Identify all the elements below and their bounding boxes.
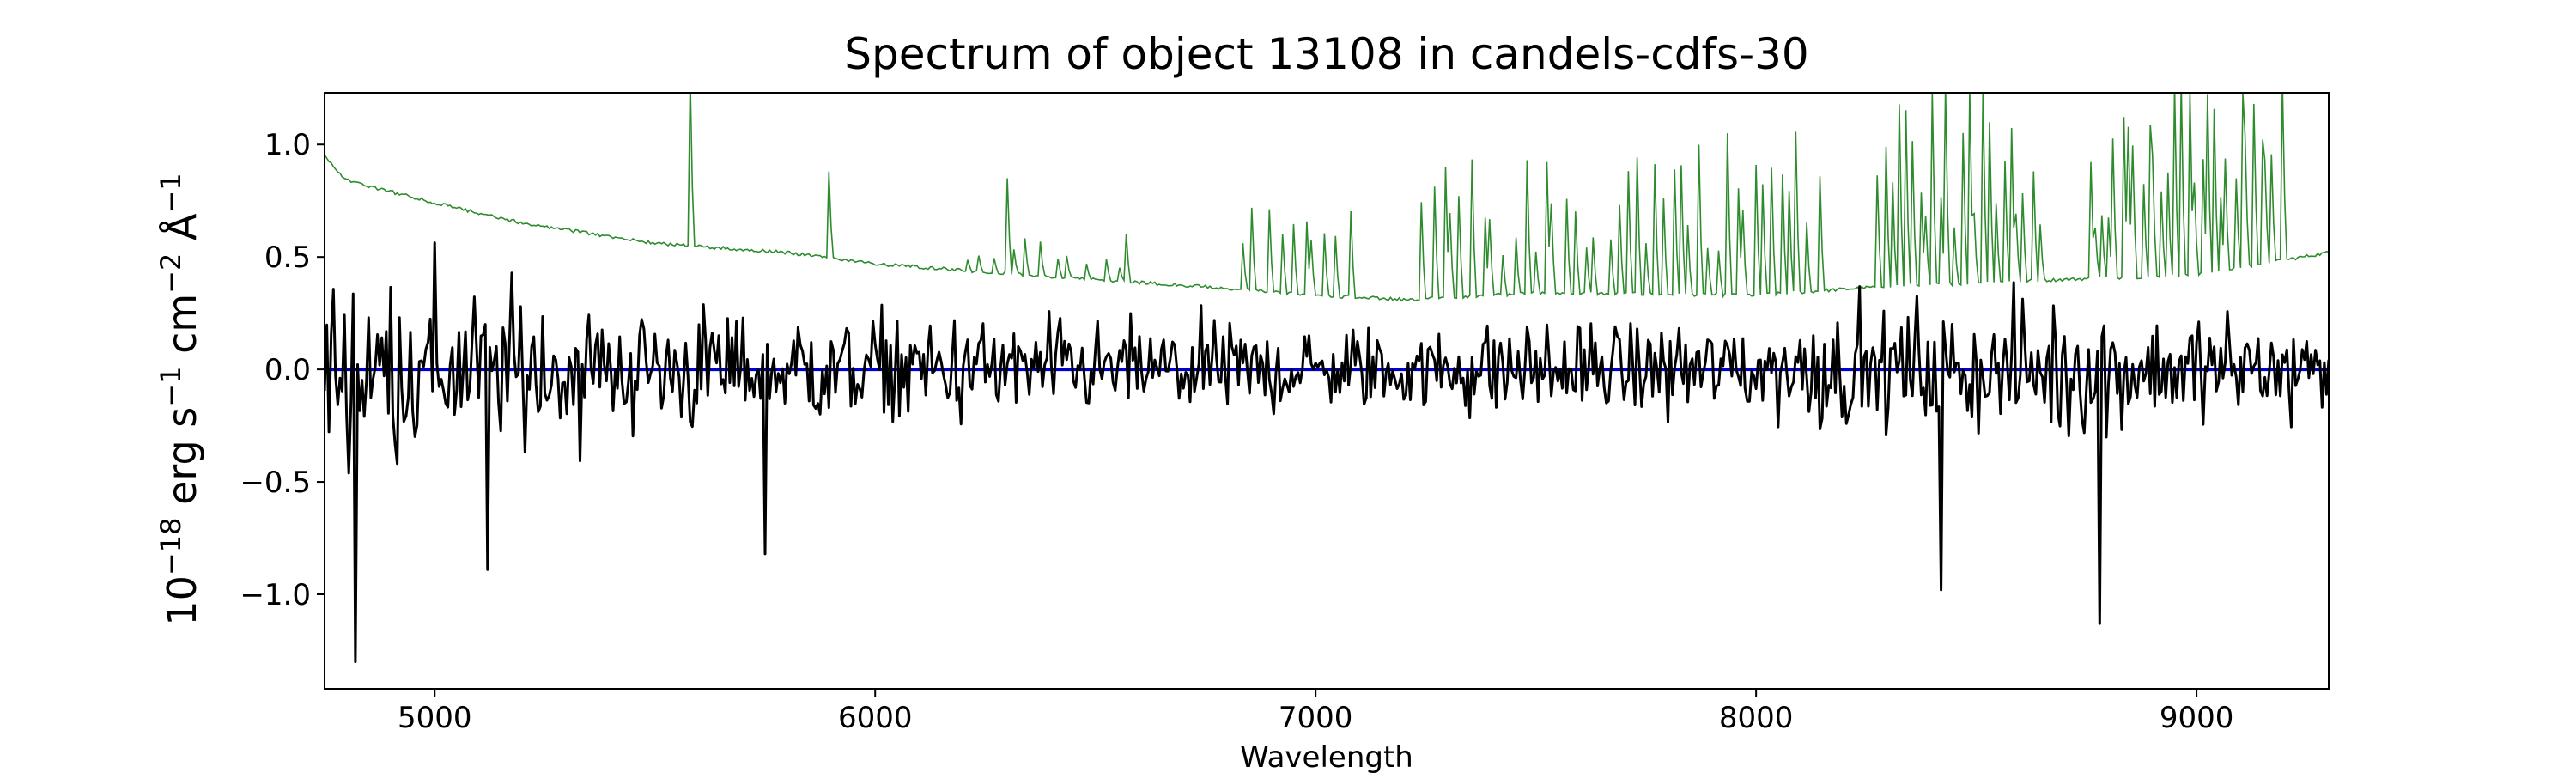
x-tick-label: 6000 <box>838 701 913 735</box>
plot-frame <box>324 92 2330 690</box>
y-tick-label: 1.0 <box>264 128 311 162</box>
x-tick-label: 7000 <box>1279 701 1353 735</box>
y-tick-label: −0.5 <box>240 466 311 500</box>
x-tick-label: 8000 <box>1719 701 1794 735</box>
y-axis-label: 10−18 erg s−1 cm−2 Å−1 <box>155 173 205 625</box>
error-spectrum-line <box>325 93 2329 302</box>
x-axis-label: Wavelength <box>1240 740 1413 773</box>
plot-area <box>325 93 2329 664</box>
chart-title: Spectrum of object 13108 in candels-cdfs… <box>844 29 1809 79</box>
x-tick-label: 9000 <box>2160 701 2234 735</box>
axes: 5000 6000 7000 8000 9000 −1.0 −0.5 0.0 0.5 1.0 <box>240 92 2330 735</box>
flux-spectrum-line <box>325 241 2329 664</box>
y-tick-label: 0.5 <box>264 240 311 275</box>
y-tick-label: 0.0 <box>264 353 311 387</box>
x-tick-label: 5000 <box>398 701 472 735</box>
y-tick-label: −1.0 <box>240 578 311 612</box>
